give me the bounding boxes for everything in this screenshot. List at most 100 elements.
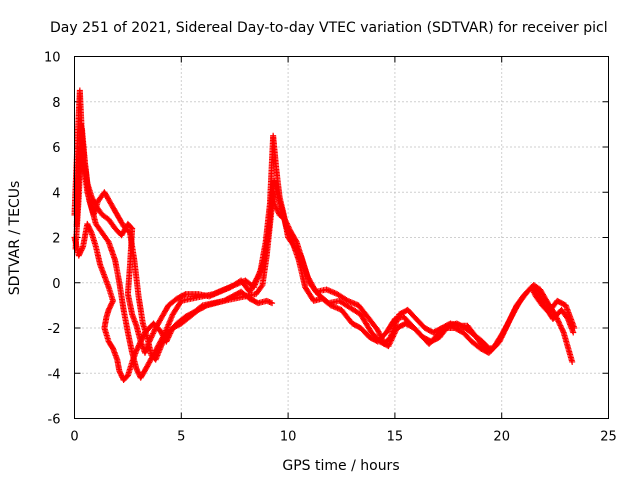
data-point (555, 318, 562, 325)
data-point (389, 334, 396, 341)
data-point (166, 331, 173, 338)
axis-ticks: 0 5 10 15 20 25 -6 -4 -2 0 2 4 6 8 10 (44, 51, 617, 445)
data-point (258, 283, 265, 290)
y-tick-label: 0 (52, 277, 60, 292)
x-tick-label: 20 (493, 430, 510, 445)
data-point (505, 319, 512, 326)
data-point (128, 224, 135, 231)
data-point (570, 329, 577, 336)
data-point (165, 333, 172, 340)
data-point (497, 337, 504, 344)
chart-title: Day 251 of 2021, Sidereal Day-to-day VTE… (50, 20, 608, 36)
data-point (386, 340, 393, 347)
grid (74, 56, 609, 419)
data-point (148, 333, 155, 340)
plot-frame (74, 56, 609, 419)
y-tick-label: -6 (48, 413, 61, 428)
data-point (147, 335, 154, 342)
data-point (165, 334, 172, 341)
data-point (507, 316, 514, 323)
x-tick-label: 0 (70, 430, 78, 445)
series-track-4 (71, 220, 276, 384)
x-tick-label: 25 (600, 430, 617, 445)
data-point (496, 338, 503, 345)
data-point (556, 319, 563, 326)
data-point (501, 327, 508, 334)
data-point (559, 326, 566, 333)
data-point (557, 322, 564, 329)
data-point (392, 329, 399, 336)
data-point (535, 288, 542, 295)
y-tick-label: -4 (48, 367, 61, 382)
data-point (150, 330, 157, 337)
data-point (168, 327, 175, 334)
y-tick-label: 6 (52, 141, 60, 156)
data-point (269, 300, 276, 307)
data-point (87, 228, 94, 235)
data-point (509, 310, 516, 317)
data-point (505, 320, 512, 327)
data-point (106, 305, 113, 312)
data-point (79, 244, 86, 251)
data-point (508, 313, 515, 320)
data-point (511, 307, 518, 314)
data-point (163, 337, 170, 344)
data-point (387, 338, 394, 345)
data-point (385, 343, 392, 350)
data-point (392, 327, 399, 334)
data-point (374, 327, 381, 334)
data-point (254, 274, 261, 281)
data-point (167, 329, 174, 336)
data-point (503, 323, 510, 330)
data-point (558, 323, 565, 330)
series-track-3 (73, 121, 578, 356)
y-tick-label: 2 (52, 232, 60, 247)
data-point (388, 337, 395, 344)
y-tick-label: -2 (48, 322, 61, 337)
data-point (506, 317, 513, 324)
data-point (146, 338, 153, 345)
data-point (499, 333, 506, 340)
y-tick-label: 4 (52, 186, 60, 201)
x-tick-label: 15 (387, 430, 404, 445)
data-point (499, 331, 506, 338)
data-point (390, 331, 397, 338)
data-point (500, 330, 507, 337)
data-point (559, 328, 566, 335)
data-point (150, 329, 157, 336)
data-point (511, 306, 518, 313)
data-point (386, 341, 393, 348)
data-point (509, 312, 516, 319)
data-point (146, 337, 153, 344)
data-point (388, 336, 395, 343)
data-point (558, 325, 565, 332)
data-point (502, 326, 509, 333)
data-point (181, 291, 188, 298)
data-point (151, 327, 158, 334)
data-marks (71, 87, 578, 384)
data-point (571, 325, 578, 331)
data-point (148, 334, 155, 341)
data-point (503, 324, 510, 331)
data-point (149, 331, 156, 338)
data-point (504, 321, 511, 328)
y-tick-label: 10 (44, 51, 61, 66)
data-point (376, 329, 383, 336)
data-point (497, 335, 504, 342)
data-point (164, 335, 171, 342)
x-tick-label: 10 (280, 430, 297, 445)
data-point (501, 328, 508, 335)
data-point (510, 309, 517, 316)
data-point (569, 358, 576, 365)
data-point (512, 305, 519, 312)
data-point (556, 321, 563, 328)
data-point (163, 338, 170, 345)
data-point (498, 334, 505, 341)
data-point (391, 330, 398, 337)
data-point (375, 328, 382, 335)
x-tick-label: 5 (177, 430, 185, 445)
data-point (167, 330, 174, 337)
y-axis-label: SDTVAR / TECUs (7, 181, 23, 296)
data-point (202, 303, 209, 310)
